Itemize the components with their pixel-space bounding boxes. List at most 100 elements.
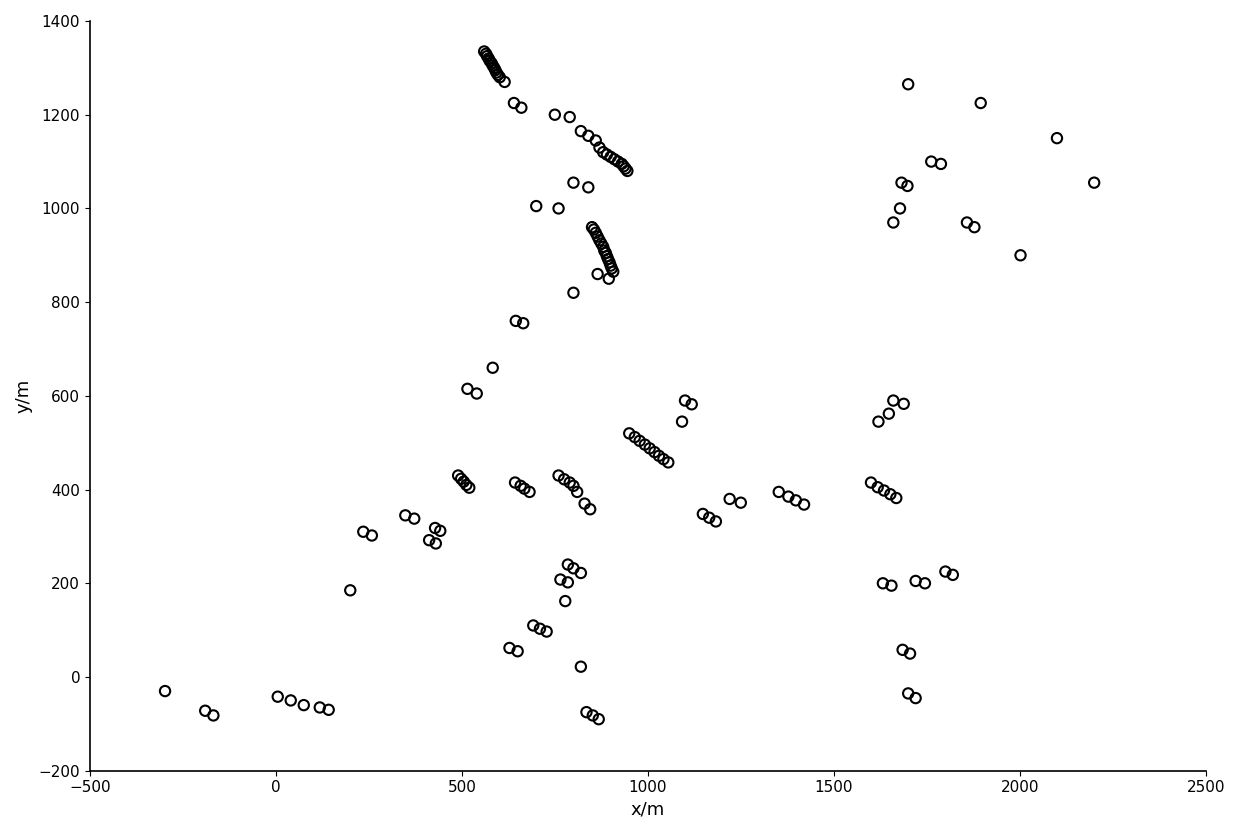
Point <box>615 162 635 175</box>
Point <box>523 619 543 632</box>
Point <box>682 398 702 411</box>
Point <box>551 573 570 586</box>
Point <box>396 509 415 522</box>
Point <box>915 576 935 590</box>
Point <box>645 445 665 459</box>
Point <box>786 494 806 507</box>
Point <box>879 407 899 420</box>
Point <box>515 482 534 495</box>
Point <box>459 481 479 495</box>
Point <box>635 438 655 451</box>
Point <box>905 691 925 705</box>
Y-axis label: y/m: y/m <box>15 379 33 413</box>
Point <box>931 158 951 171</box>
Point <box>971 97 991 110</box>
Point <box>570 660 590 673</box>
Point <box>294 698 314 711</box>
Point <box>529 622 549 636</box>
Point <box>614 159 634 173</box>
Point <box>706 515 725 528</box>
Point <box>600 256 620 269</box>
Point <box>630 435 650 448</box>
Point <box>489 68 508 82</box>
Point <box>593 145 613 158</box>
Point <box>563 176 583 189</box>
Point <box>596 246 616 259</box>
Point <box>511 480 531 493</box>
Point <box>882 579 901 592</box>
Point <box>618 164 637 178</box>
Point <box>596 148 616 161</box>
Point <box>693 507 713 520</box>
Point <box>874 484 894 497</box>
Point <box>719 492 739 505</box>
Point <box>604 153 624 166</box>
Point <box>861 476 880 490</box>
Point <box>495 75 515 88</box>
Point <box>625 430 645 444</box>
Point <box>490 71 510 84</box>
Point <box>567 485 587 499</box>
Point <box>1011 249 1030 262</box>
Point <box>600 150 620 163</box>
Point <box>890 202 910 215</box>
Point <box>779 490 799 503</box>
Point <box>559 476 579 490</box>
Point <box>942 568 962 581</box>
Point <box>570 566 590 580</box>
Point <box>604 265 624 279</box>
Point <box>362 529 382 542</box>
Point <box>599 272 619 285</box>
Point <box>310 701 330 714</box>
Point <box>883 216 903 229</box>
Point <box>574 497 594 510</box>
Point <box>425 537 445 550</box>
Point <box>589 234 609 247</box>
Point <box>588 230 608 244</box>
Point <box>451 472 471 485</box>
Point <box>507 645 527 658</box>
Point <box>880 488 900 501</box>
Point <box>474 45 494 58</box>
Point <box>591 237 611 250</box>
Point <box>640 442 660 455</box>
Point <box>466 387 486 400</box>
Point <box>672 415 692 429</box>
Point <box>404 512 424 525</box>
Point <box>619 427 639 440</box>
Point <box>957 216 977 229</box>
Point <box>480 54 500 68</box>
Point <box>268 690 288 703</box>
Point <box>503 97 523 110</box>
Point <box>965 220 985 234</box>
Point <box>600 259 620 272</box>
Point <box>675 394 694 407</box>
Point <box>598 253 618 266</box>
Point <box>280 694 300 707</box>
Point <box>548 202 568 215</box>
Point <box>563 286 583 299</box>
Point <box>894 397 914 410</box>
Point <box>699 511 719 525</box>
Point <box>887 491 906 505</box>
Point <box>1084 176 1104 189</box>
Point <box>658 455 678 469</box>
Point <box>588 268 608 281</box>
Point <box>195 704 215 717</box>
Point <box>511 101 531 114</box>
Point <box>578 181 598 194</box>
Point <box>340 584 360 597</box>
Point <box>611 158 631 171</box>
Point <box>476 48 496 61</box>
Point <box>513 317 533 330</box>
Point <box>544 108 564 122</box>
Point <box>155 685 175 698</box>
Point <box>898 686 918 700</box>
Point <box>456 478 476 491</box>
Point <box>589 712 609 726</box>
Point <box>353 525 373 539</box>
Point <box>601 262 621 275</box>
Point <box>448 469 467 482</box>
Point <box>537 625 557 638</box>
Point <box>430 524 450 537</box>
